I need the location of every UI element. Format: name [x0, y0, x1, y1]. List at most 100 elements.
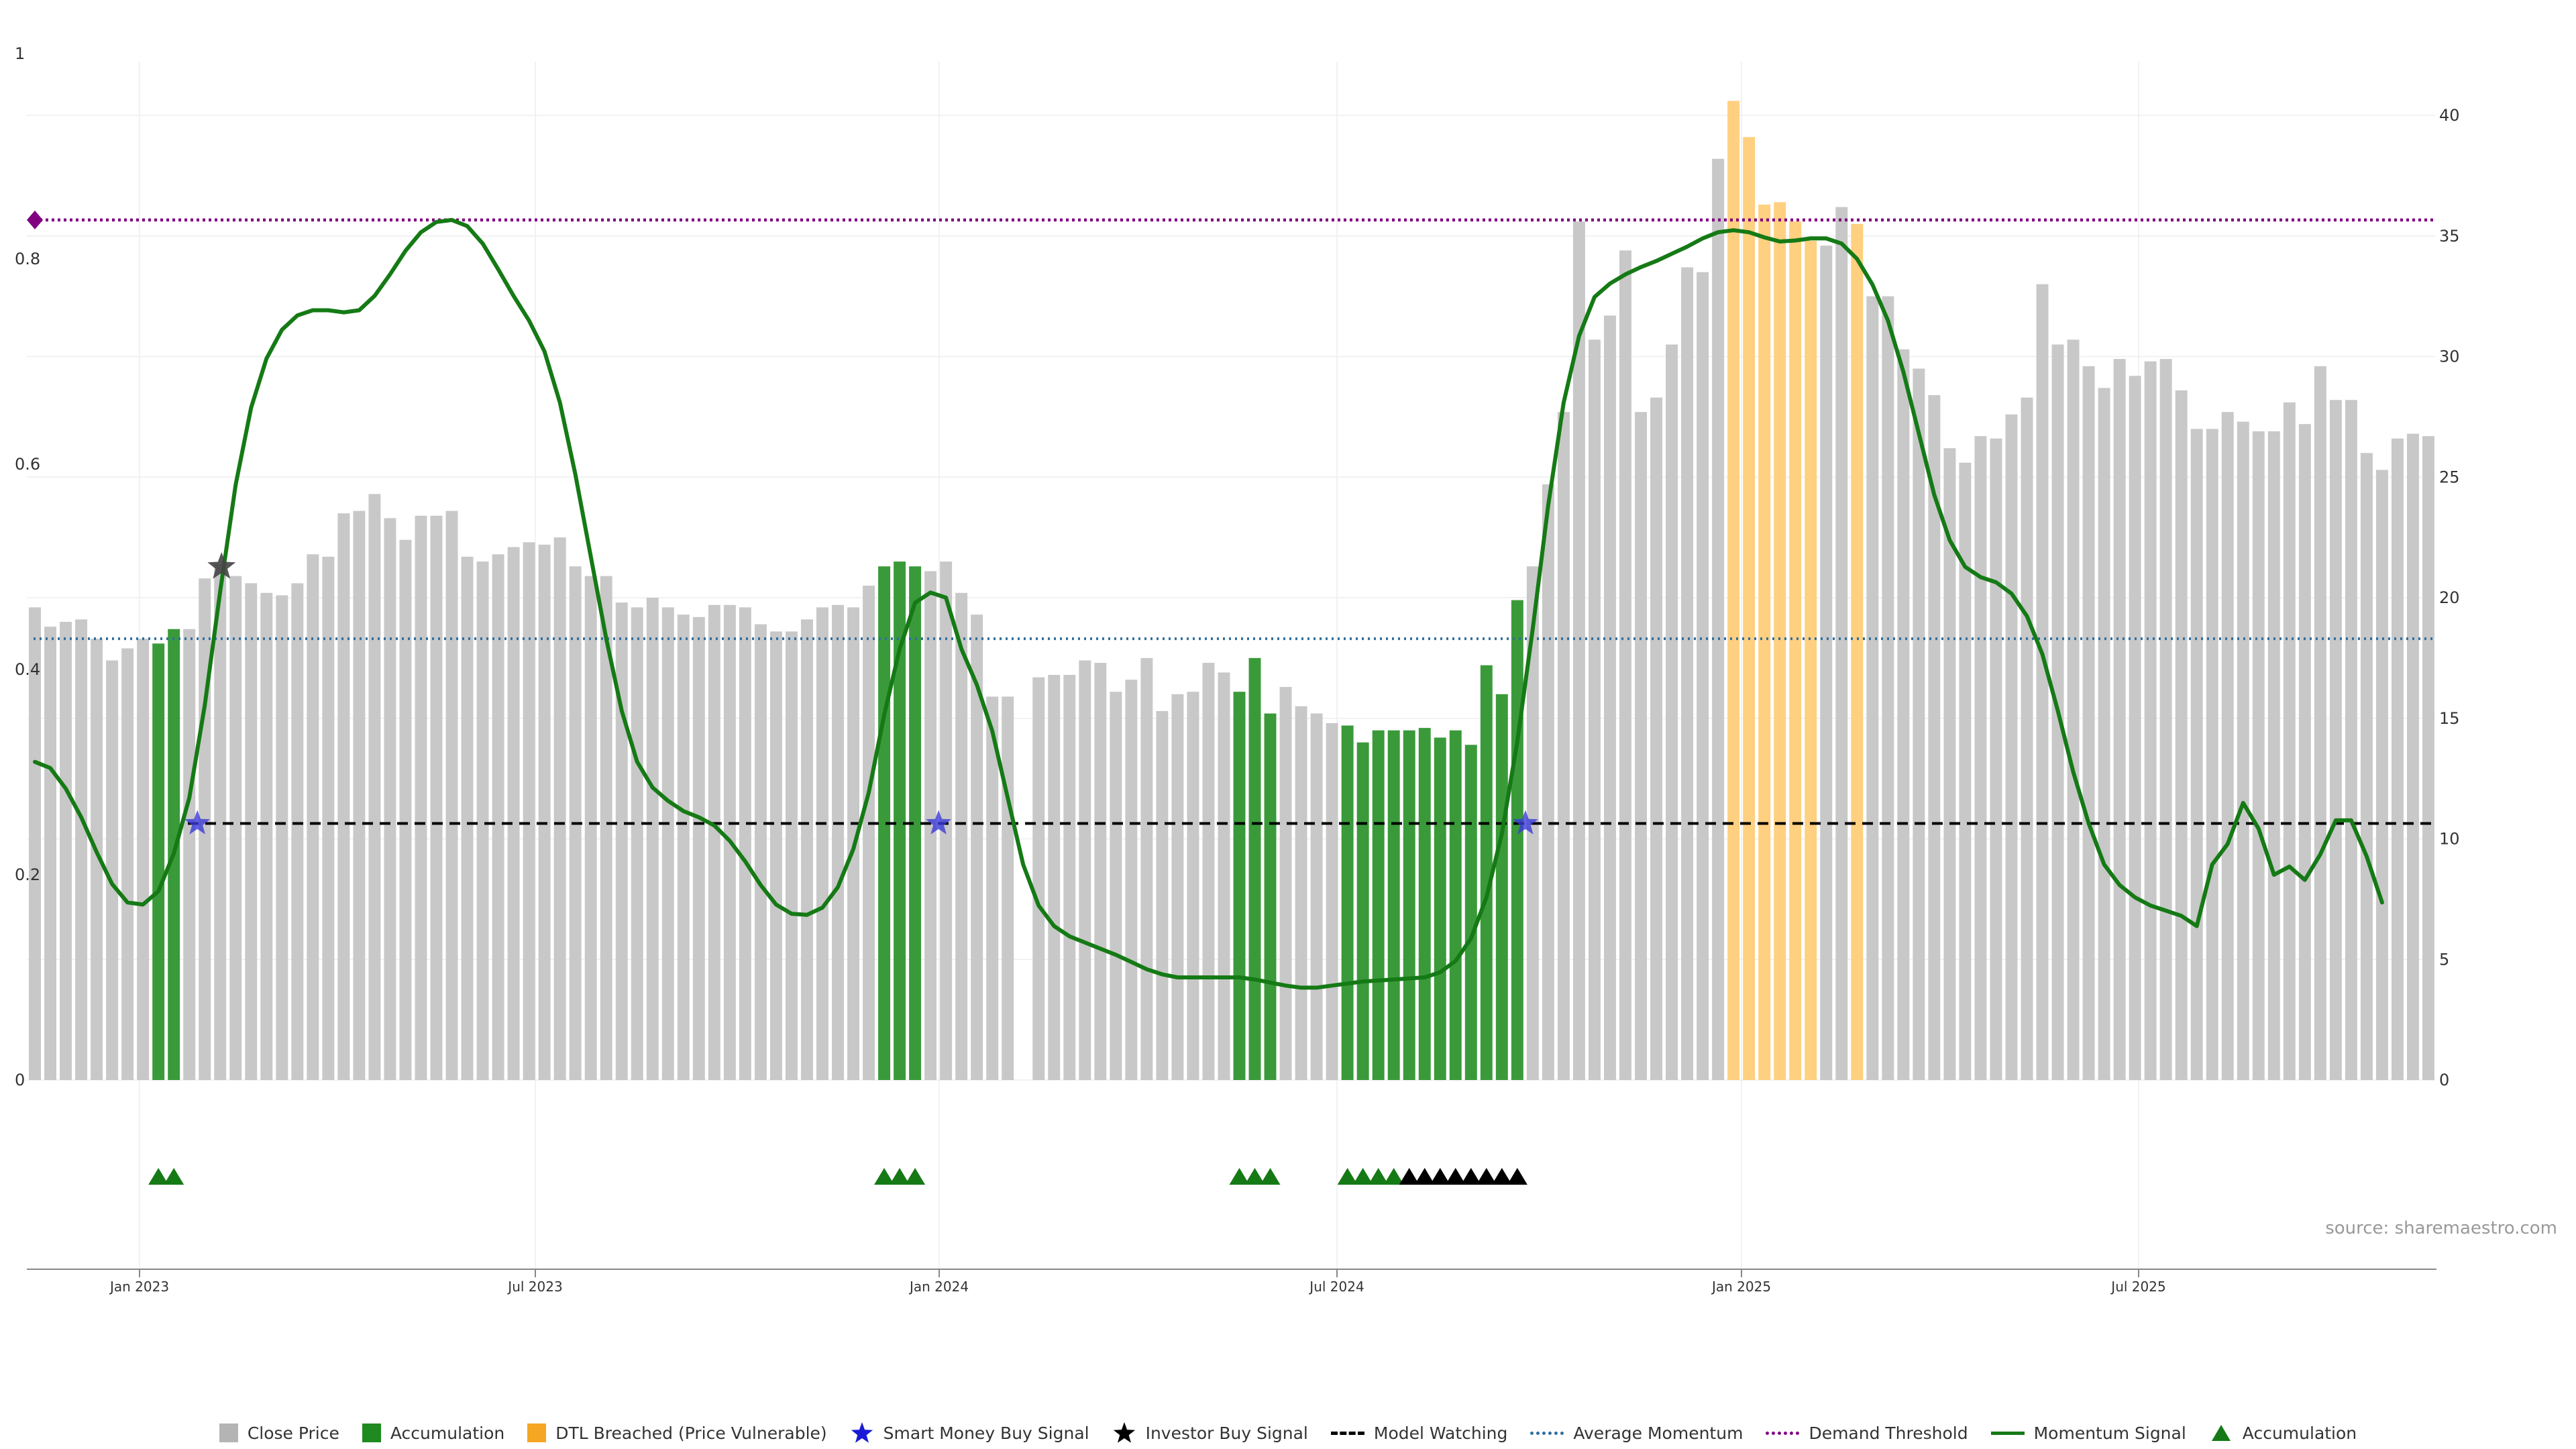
close-price-bar	[2129, 376, 2141, 1080]
close-price-bar	[307, 554, 319, 1080]
close-price-bar	[106, 660, 119, 1080]
legend-label: Smart Money Buy Signal	[883, 1423, 1089, 1443]
close-price-bar	[2113, 359, 2126, 1080]
close-price-bar	[2283, 402, 2296, 1080]
close-price-bar	[1202, 663, 1215, 1080]
close-price-bar	[739, 607, 751, 1080]
investor-buy-star	[207, 552, 236, 579]
close-price-bar	[863, 586, 875, 1080]
close-price-bar	[1326, 722, 1338, 1080]
accumulation-triangle	[1244, 1168, 1265, 1185]
accumulation-triangle	[1260, 1168, 1281, 1185]
close-price-bar	[692, 616, 705, 1080]
close-price-bar	[2021, 397, 2033, 1080]
accumulation-triangle	[1337, 1168, 1358, 1185]
legend-item: Model Watching	[1330, 1423, 1508, 1443]
close-price-bar	[29, 607, 41, 1080]
close-price-bar	[1943, 448, 1956, 1080]
close-price-bar	[1279, 687, 1292, 1080]
legend-swatch	[527, 1424, 547, 1442]
legend-swatch	[1766, 1431, 1800, 1435]
legend-label: Average Momentum	[1573, 1423, 1743, 1443]
legend-label: Model Watching	[1373, 1423, 1508, 1443]
price-bars	[29, 101, 2434, 1081]
close-price-bar	[538, 544, 551, 1080]
close-price-bar	[832, 604, 844, 1080]
close-price-bar	[2221, 412, 2234, 1080]
close-price-bar	[2190, 429, 2203, 1080]
close-price-bar	[1588, 339, 1601, 1081]
y-right-tick-label: 30	[2439, 347, 2460, 366]
legend-item: DTL Breached (Price Vulnerable)	[527, 1424, 827, 1443]
close-price-bar	[1650, 397, 1663, 1080]
close-price-bar	[137, 639, 150, 1080]
close-price-bar	[1619, 250, 1631, 1080]
dtl-breached-bar	[1789, 221, 1802, 1081]
accumulation-triangle-dark	[1430, 1168, 1450, 1185]
accumulation-bar	[1356, 742, 1369, 1080]
legend-label: Momentum Signal	[2033, 1423, 2186, 1443]
accumulation-bar	[909, 566, 922, 1080]
legend-swatch	[1330, 1431, 1364, 1435]
y-right-tick-label: 40	[2439, 106, 2460, 125]
close-price-bar	[2206, 429, 2218, 1080]
close-price-bar	[924, 571, 937, 1080]
accumulation-triangle	[148, 1168, 169, 1185]
close-price-bar	[214, 564, 227, 1080]
close-price-bar	[1990, 438, 2002, 1080]
accumulation-triangle	[905, 1168, 926, 1185]
close-price-bar	[1697, 272, 1709, 1080]
y-left-tick-label: 1	[15, 44, 25, 63]
dtl-breached-bar	[1774, 202, 1786, 1080]
close-price-bar	[1218, 672, 1230, 1080]
close-price-bar	[2067, 339, 2080, 1081]
y-right-tick-label: 0	[2439, 1071, 2449, 1089]
momentum-signal-line	[33, 217, 2384, 990]
close-price-bar	[1125, 680, 1138, 1080]
accumulation-bar	[1434, 737, 1446, 1080]
close-price-bar	[1974, 436, 1987, 1080]
close-price-bar	[1310, 713, 1323, 1080]
smart-money-buy-star	[926, 810, 952, 835]
close-price-bar	[1820, 246, 1833, 1080]
x-tick-label: Jul 2023	[506, 1279, 562, 1295]
legend-item: Accumulation	[362, 1424, 504, 1443]
close-price-bar	[1959, 462, 1972, 1080]
close-price-bar	[1187, 692, 1199, 1080]
close-price-bar	[229, 576, 242, 1080]
close-price-bar	[2375, 470, 2388, 1080]
close-price-bar	[183, 629, 196, 1080]
x-tick-label: Jan 2024	[908, 1279, 969, 1295]
y-right-tick-label: 20	[2439, 588, 2460, 607]
legend-item: Accumulation	[2209, 1421, 2357, 1445]
close-price-bar	[986, 696, 999, 1080]
accumulation-bar	[1341, 725, 1354, 1080]
close-price-bar	[2314, 366, 2326, 1080]
close-price-bar	[1928, 395, 1941, 1080]
x-tick-label: Jan 2025	[1711, 1279, 1771, 1295]
legend-label: Demand Threshold	[1809, 1423, 1968, 1443]
close-price-bar	[631, 607, 643, 1080]
legend-item: Investor Buy Signal	[1112, 1421, 1308, 1445]
close-price-bar	[415, 515, 427, 1080]
accumulation-triangle	[890, 1168, 910, 1185]
close-price-bar	[2422, 436, 2434, 1080]
close-price-bar	[1063, 675, 1076, 1080]
star-icon	[851, 1422, 873, 1443]
accumulation-bar	[1480, 665, 1493, 1080]
close-price-bar	[2144, 361, 2157, 1081]
close-price-bar	[1171, 694, 1184, 1080]
signal-markers	[27, 210, 1538, 835]
accumulation-triangle	[874, 1168, 895, 1185]
close-price-bar	[1002, 696, 1014, 1080]
legend-swatch	[219, 1424, 238, 1442]
close-price-bar	[553, 537, 566, 1080]
accumulation-bar	[1449, 730, 1462, 1080]
accumulation-triangle	[1229, 1168, 1250, 1185]
legend-item: Demand Threshold	[1766, 1424, 1968, 1443]
close-price-bar	[1156, 710, 1169, 1080]
y-right-tick-label: 25	[2439, 468, 2460, 486]
close-price-bar	[2267, 431, 2280, 1080]
source-note: source: sharemaestro.com	[2325, 1218, 2557, 1238]
